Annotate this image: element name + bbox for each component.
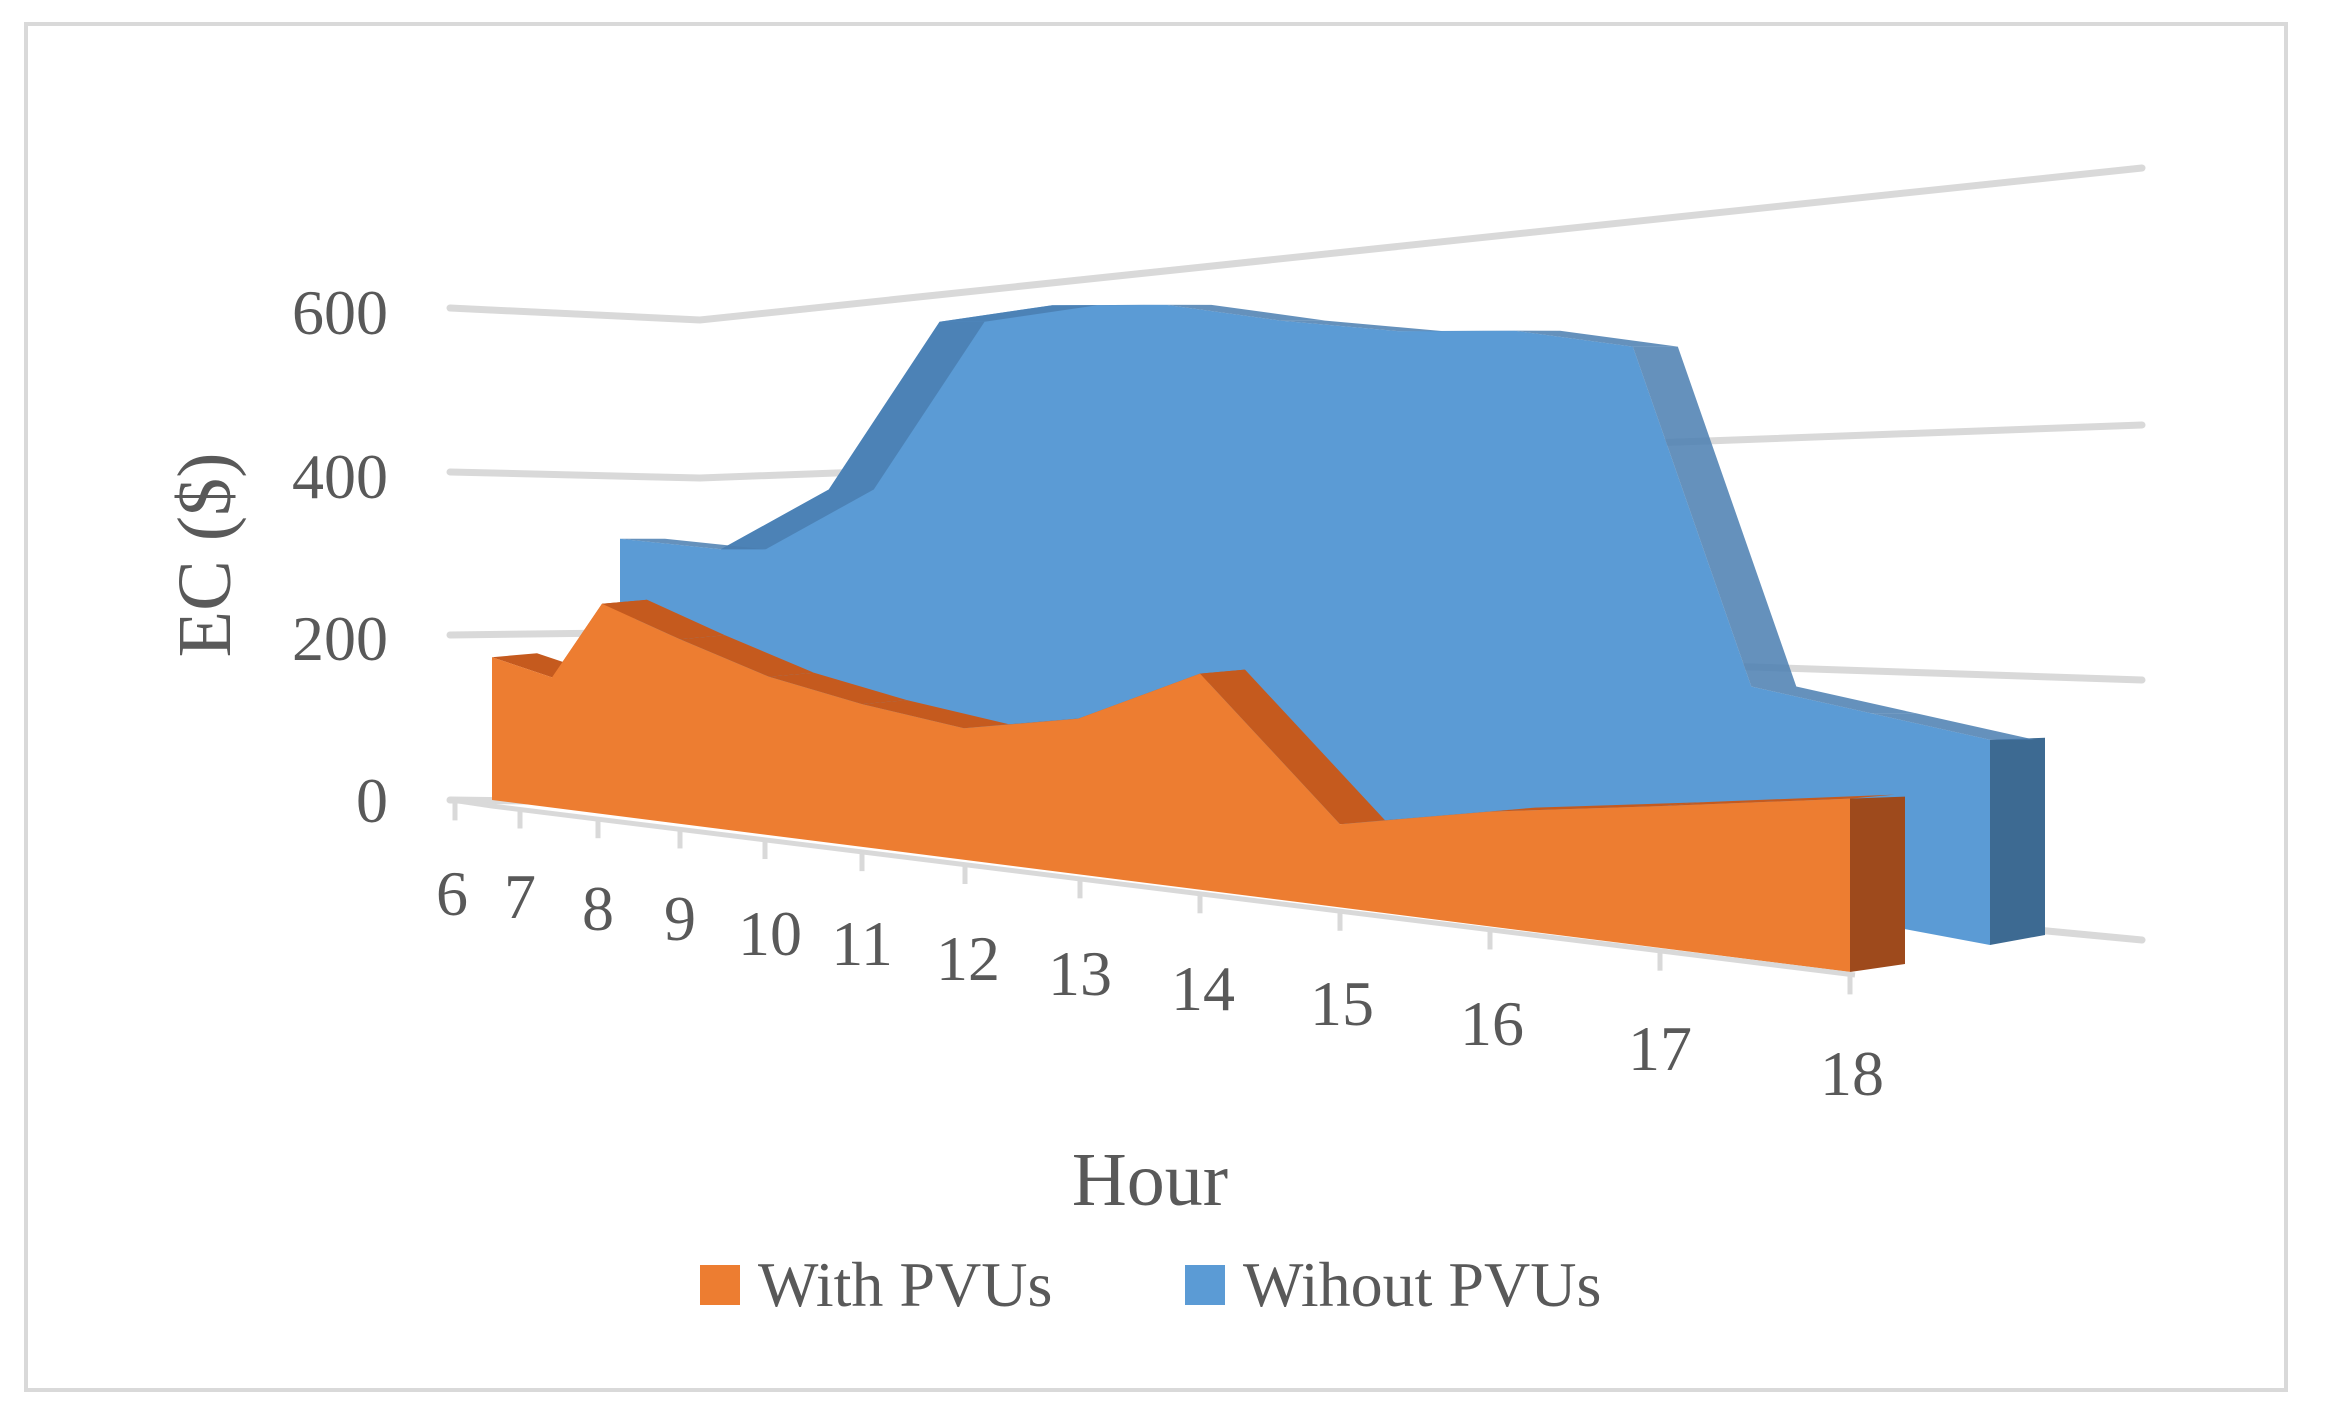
area-side-wihout-pvus: [1990, 737, 2045, 945]
area-top-wihout-pvus: [939, 305, 1098, 322]
x-tick-label-6: 6: [436, 858, 468, 929]
x-tick-label-16: 16: [1460, 988, 1524, 1059]
y-tick-label-600: 600: [292, 277, 388, 348]
x-tick-label-12: 12: [936, 923, 1000, 994]
area-top-with-pvus: [602, 599, 725, 640]
series-wihout-pvus: [620, 304, 2045, 946]
area-top-with-pvus: [769, 672, 907, 705]
x-axis-title: Hour: [1072, 1138, 1228, 1222]
area-top-wihout-pvus: [1751, 686, 1916, 714]
y-axis-ticks: 0 200 400 600: [292, 277, 388, 836]
legend-label-wihout-pvus: Wihout PVUs: [1243, 1249, 1601, 1320]
series-with-pvus: [492, 599, 1905, 972]
legend-swatch-with-pvus: [700, 1265, 740, 1305]
x-tick-label-15: 15: [1310, 968, 1374, 1039]
area-top-wihout-pvus: [1515, 330, 1678, 347]
area-top-wihout-pvus: [720, 489, 874, 550]
area-face-with-pvus: [492, 603, 1850, 972]
x-axis-line: [451, 797, 1856, 978]
y-tick-label-400: 400: [292, 441, 388, 512]
x-tick-label-7: 7: [504, 861, 536, 932]
area-top-with-pvus: [1340, 807, 1535, 825]
area-top-wihout-pvus: [1281, 320, 1443, 332]
area-top-wihout-pvus: [1166, 304, 1327, 321]
x-tick-label-9: 9: [664, 883, 696, 954]
area-top-with-pvus: [1660, 794, 1895, 807]
legend-label-with-pvus: With PVUs: [758, 1249, 1052, 1320]
x-axis: [451, 797, 1856, 995]
x-tick-label-17: 17: [1628, 1013, 1692, 1084]
area-top-with-pvus: [1200, 669, 1385, 825]
y-tick-label-200: 200: [292, 603, 388, 674]
x-tick-label-11: 11: [831, 908, 893, 979]
y-axis-title: EC ($): [163, 453, 247, 658]
x-tick-label-10: 10: [738, 898, 802, 969]
area-top-wihout-pvus: [1632, 346, 1797, 687]
x-tick-label-13: 13: [1048, 938, 1112, 1009]
area-side-with-pvus: [1850, 796, 1905, 972]
area-top-with-pvus: [862, 700, 1009, 729]
x-tick-label-18: 18: [1820, 1038, 1884, 1109]
gridline-600: [446, 164, 2146, 324]
legend: With PVUs Wihout PVUs: [700, 1249, 1601, 1320]
x-tick-label-8: 8: [582, 873, 614, 944]
area-top-with-pvus: [680, 635, 814, 677]
y-tick-label-0: 0: [356, 765, 388, 836]
area-top-wihout-pvus: [828, 321, 985, 490]
area-face-wihout-pvus: [620, 304, 1990, 946]
area-top-wihout-pvus: [1870, 713, 2035, 740]
legend-swatch-wihout-pvus: [1185, 1265, 1225, 1305]
area-top-with-pvus: [1490, 802, 1705, 812]
x-tick-label-14: 14: [1171, 953, 1235, 1024]
x-axis-ticks: 6 7 8 9 10 11 12 13 14 15 16 17 18: [436, 858, 1884, 1109]
